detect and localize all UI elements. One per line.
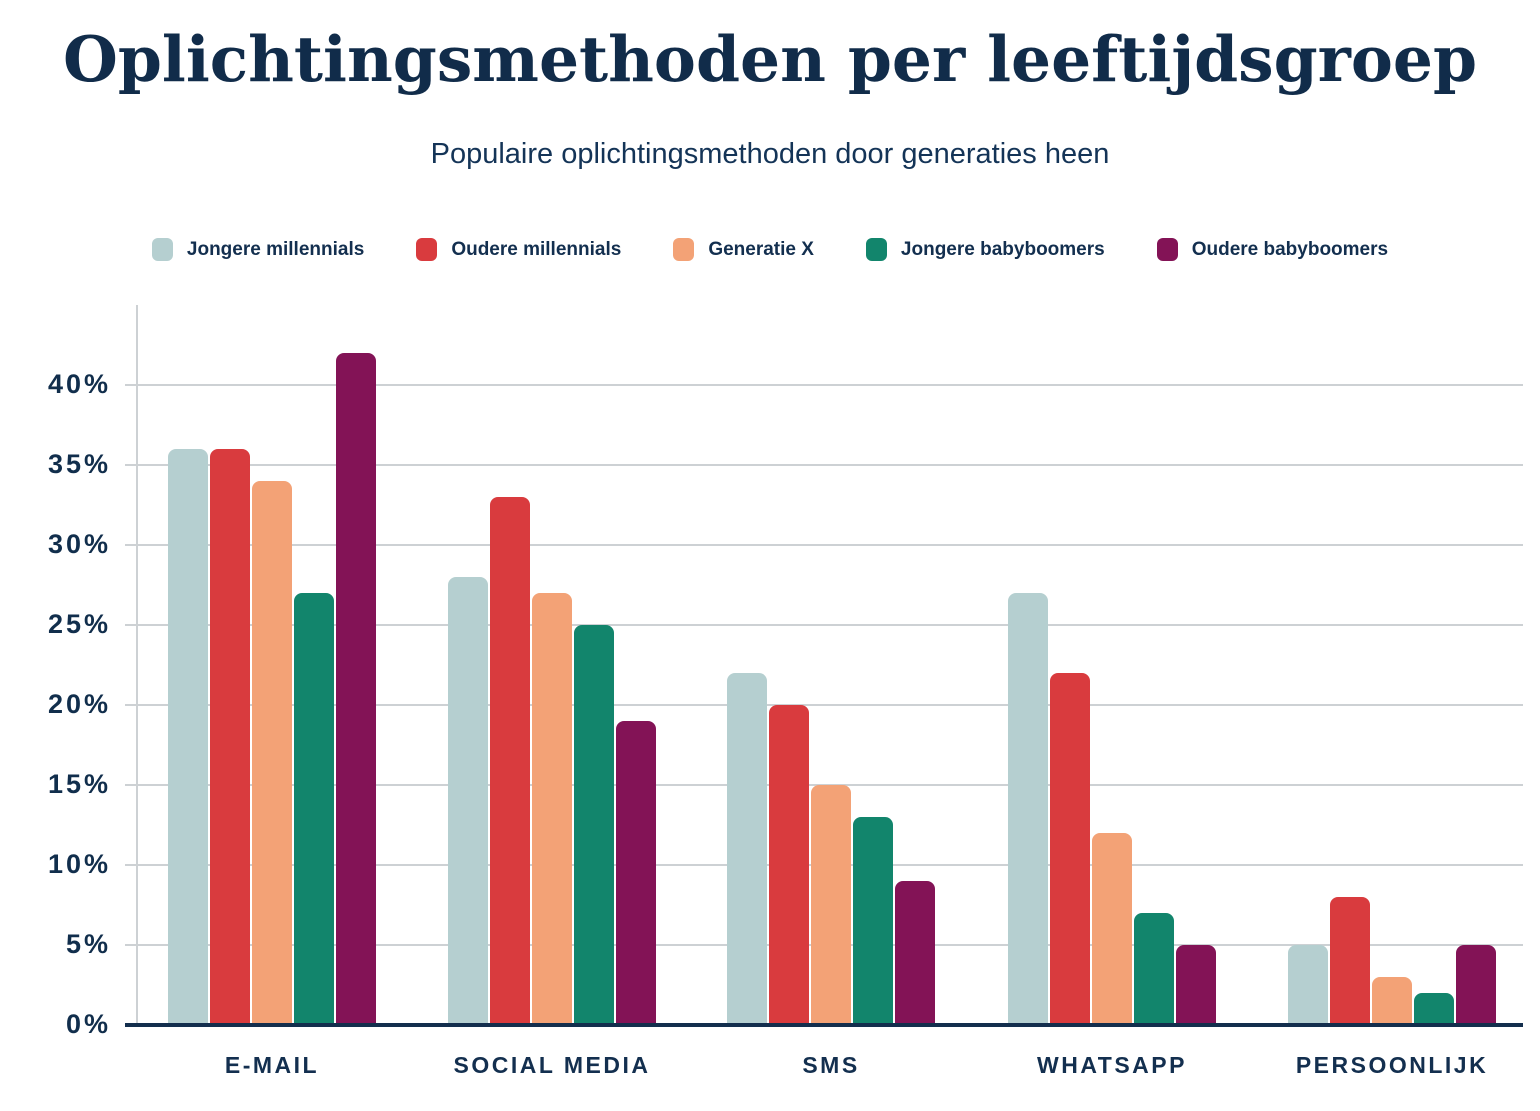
y-axis-label-25pct: 25% [47,609,111,639]
bar-oudere-babyboomers-persoonlijk [1456,945,1496,1025]
legend-item-jongere-millennials: Jongere millennials [151,238,365,261]
legend-item-jongere-babyboomers: Jongere babyboomers [865,238,1105,261]
bar-jongere-millennials-persoonlijk [1288,945,1328,1025]
x-axis-label-whatsapp: WHATSAPP [1037,1052,1187,1078]
legend: Jongere millennials Oudere millennials Gen… [0,238,1540,261]
bar-generatie-x-whatsapp [1092,833,1132,1025]
legend-label-jongere-babyboomers: Jongere babyboomers [900,238,1105,260]
gridline-20pct [125,704,1523,706]
legend-label-oudere-millennials: Oudere millennials [451,238,622,260]
gridline-35pct [125,464,1523,466]
y-axis-label-10pct: 10% [47,849,111,879]
x-axis-label-e-mail: E-MAIL [224,1052,320,1078]
y-axis-line [136,305,138,1025]
legend-label-oudere-babyboomers: Oudere babyboomers [1191,238,1389,260]
x-axis-line [125,1023,1523,1027]
bar-jongere-babyboomers-persoonlijk [1414,993,1454,1025]
bar-jongere-millennials-whatsapp [1008,593,1048,1025]
bar-oudere-babyboomers-whatsapp [1176,945,1216,1025]
bar-generatie-x-persoonlijk [1372,977,1412,1025]
y-axis-label-40pct: 40% [47,369,111,399]
bar-jongere-millennials-e-mail [168,449,208,1025]
bar-oudere-babyboomers-sms [895,881,935,1025]
bar-jongere-babyboomers-sms [853,817,893,1025]
legend-swatch-generatie-x [673,238,695,261]
bar-jongere-babyboomers-social-media [574,625,614,1025]
x-axis-label-persoonlijk: PERSOONLIJK [1295,1052,1489,1078]
bar-group-persoonlijk [1288,305,1496,1025]
legend-label-generatie-x: Generatie X [708,238,814,260]
bar-generatie-x-social-media [532,593,572,1025]
legend-swatch-oudere-millennials [416,238,438,261]
x-axis-label-sms: SMS [802,1052,860,1078]
chart-plot-area: 0% 5% 10% 15% 20% 25% 30% 35% 40% [48,305,1523,1038]
bar-oudere-babyboomers-social-media [616,721,656,1025]
legend-item-oudere-millennials: Oudere millennials [416,238,621,261]
gridline-25pct [125,624,1523,626]
legend-item-generatie-x: Generatie X [673,238,814,261]
bar-group-e-mail [168,305,376,1025]
bar-oudere-millennials-whatsapp [1050,673,1090,1025]
legend-item-oudere-babyboomers: Oudere babyboomers [1156,238,1389,261]
bar-jongere-millennials-social-media [448,577,488,1025]
y-axis-label-5pct: 5% [65,929,111,959]
chart-title: Oplichtingsmethoden per leeftijdsgroep [62,22,1478,96]
bar-group-whatsapp [1008,305,1216,1025]
legend-swatch-jongere-babyboomers [865,238,887,261]
bar-jongere-babyboomers-whatsapp [1134,913,1174,1025]
legend-label-jongere-millennials: Jongere millennials [186,238,365,260]
bar-generatie-x-sms [811,785,851,1025]
bar-jongere-millennials-sms [727,673,767,1025]
bar-jongere-babyboomers-e-mail [294,593,334,1025]
bar-group-social-media [448,305,656,1025]
gridline-40pct [125,384,1523,386]
chart-subtitle: Populaire oplichtingsmethoden door gener… [430,138,1110,170]
y-axis-label-15pct: 15% [47,769,111,799]
bar-generatie-x-e-mail [252,481,292,1025]
y-axis-label-30pct: 30% [47,529,111,559]
bar-oudere-babyboomers-e-mail [336,353,376,1025]
bar-oudere-millennials-e-mail [210,449,250,1025]
legend-swatch-jongere-millennials [151,238,173,261]
bar-group-sms [727,305,935,1025]
legend-swatch-oudere-babyboomers [1156,238,1178,261]
y-axis-label-0pct: 0% [65,1009,111,1039]
y-axis-label-20pct: 20% [47,689,111,719]
bar-oudere-millennials-sms [769,705,809,1025]
bar-oudere-millennials-persoonlijk [1330,897,1370,1025]
y-axis-label-35pct: 35% [47,449,111,479]
bar-oudere-millennials-social-media [490,497,530,1025]
gridline-30pct [125,544,1523,546]
x-axis-label-social-media: SOCIAL MEDIA [453,1052,651,1078]
